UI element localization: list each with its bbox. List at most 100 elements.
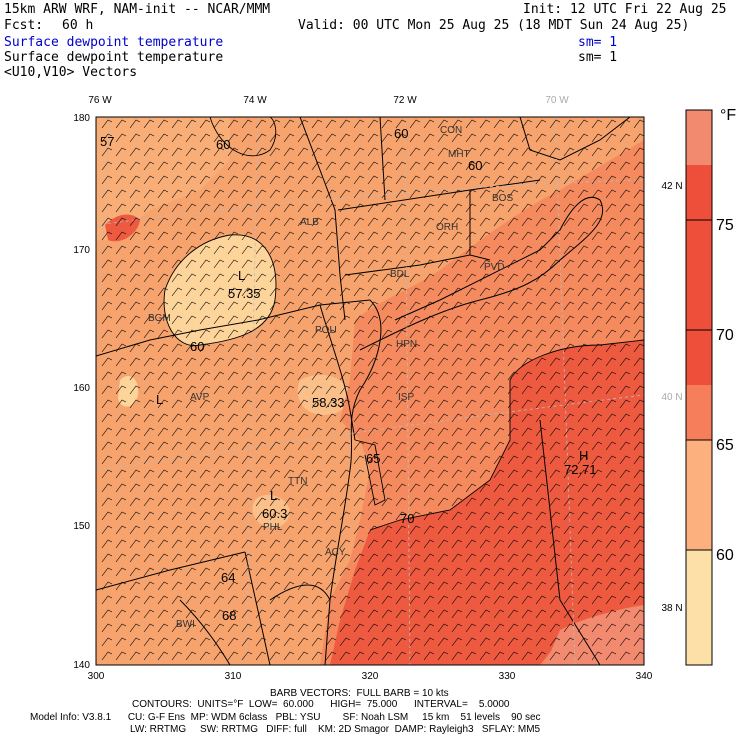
wind-barb <box>451 651 463 661</box>
wind-barb <box>227 259 239 269</box>
wind-barb <box>367 147 379 157</box>
wind-barb <box>409 567 421 577</box>
lat-label: 40 N <box>661 392 682 403</box>
wind-barb <box>521 259 533 269</box>
wind-barb <box>367 371 379 381</box>
wind-barb <box>339 147 351 157</box>
wind-barb <box>381 385 393 395</box>
wind-barb <box>423 399 435 409</box>
wind-barb <box>171 119 183 129</box>
wind-barb <box>255 511 267 521</box>
wind-barb <box>143 399 155 409</box>
wind-barb <box>465 175 477 185</box>
wind-barb <box>199 511 211 521</box>
wind-barb <box>297 245 309 255</box>
y-tick-label: 150 <box>73 521 90 532</box>
wind-barb <box>213 455 225 465</box>
wind-barb <box>129 455 141 465</box>
wind-barb <box>465 483 477 493</box>
wind-barb <box>465 371 477 381</box>
wind-barb <box>101 441 113 451</box>
wind-barb <box>493 469 505 479</box>
wind-barb <box>381 399 393 409</box>
wind-barb <box>423 161 435 171</box>
wind-barb <box>129 203 141 213</box>
wind-barb <box>479 497 491 507</box>
wind-barb <box>409 189 421 199</box>
wind-barb <box>199 203 211 213</box>
wind-barb <box>199 329 211 339</box>
wind-barb <box>577 315 589 325</box>
wind-barb <box>633 497 644 507</box>
wind-barb <box>409 371 421 381</box>
wind-barb <box>311 371 323 381</box>
wind-barb <box>129 245 141 255</box>
wind-barb <box>143 301 155 311</box>
wind-barb <box>283 217 295 227</box>
wind-barb <box>563 203 575 213</box>
wind-barb <box>633 469 644 479</box>
wind-barb <box>591 553 603 563</box>
wind-barb <box>577 651 589 661</box>
wind-barb <box>591 301 603 311</box>
wind-barb <box>605 329 617 339</box>
wind-barb <box>507 161 519 171</box>
wind-barb <box>451 399 463 409</box>
wind-barb <box>465 651 477 661</box>
wind-barb <box>353 469 365 479</box>
wind-barb <box>381 203 393 213</box>
wind-barb <box>549 525 561 535</box>
wind-barb <box>241 315 253 325</box>
wind-barb <box>339 525 351 535</box>
wind-barb <box>381 595 393 605</box>
wind-barb <box>101 161 113 171</box>
wind-barb <box>493 637 505 647</box>
wind-barb <box>479 511 491 521</box>
wind-barb <box>535 301 547 311</box>
wind-barb <box>521 287 533 297</box>
wind-barb <box>619 161 631 171</box>
wind-barb <box>129 469 141 479</box>
x-tick-label: 310 <box>225 671 242 682</box>
wind-barb <box>395 441 407 451</box>
wind-barb <box>437 329 449 339</box>
wind-barb <box>395 161 407 171</box>
wind-barb <box>493 413 505 423</box>
wind-barb <box>465 455 477 465</box>
wind-barb <box>353 483 365 493</box>
cool-region <box>164 234 276 346</box>
wind-barb <box>395 175 407 185</box>
wind-barb <box>297 217 309 227</box>
wind-barb <box>619 581 631 591</box>
station-label: PVD <box>484 262 505 273</box>
wind-barb <box>199 553 211 563</box>
wind-barb <box>101 147 113 157</box>
wind-barb <box>129 623 141 633</box>
wind-barb <box>395 315 407 325</box>
wind-barb <box>115 413 127 423</box>
wind-barb <box>591 357 603 367</box>
wind-barb <box>465 217 477 227</box>
wind-barb <box>437 469 449 479</box>
wind-barb <box>591 343 603 353</box>
wind-barb <box>143 273 155 283</box>
field-1-label: Surface dewpoint temperature <box>4 35 224 50</box>
wind-barb <box>493 189 505 199</box>
wind-barb <box>451 203 463 213</box>
wind-barb <box>591 637 603 647</box>
wind-barb <box>115 651 127 661</box>
wind-barb <box>227 609 239 619</box>
contour-label: 68 <box>222 608 236 623</box>
wind-barb <box>171 469 183 479</box>
wind-barb <box>619 217 631 227</box>
wind-barb <box>493 161 505 171</box>
wind-barb <box>367 245 379 255</box>
wind-barb <box>395 427 407 437</box>
wind-barb <box>633 175 644 185</box>
wind-barb <box>171 497 183 507</box>
wind-barb <box>563 161 575 171</box>
wind-barb <box>115 343 127 353</box>
wind-barb <box>465 427 477 437</box>
wind-barb <box>311 441 323 451</box>
wind-barb <box>157 637 169 647</box>
